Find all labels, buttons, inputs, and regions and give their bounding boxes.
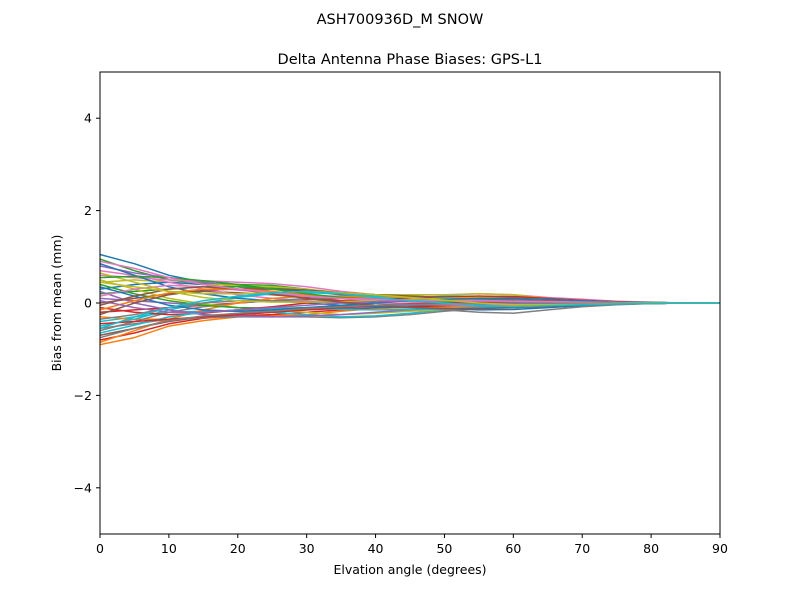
y-tick-label: 2 [84,203,92,218]
x-tick-label: 20 [230,541,246,556]
x-tick-label: 50 [436,541,452,556]
y-tick-label: 4 [84,111,92,126]
x-tick-label: 10 [161,541,177,556]
x-axis-label: Elvation angle (degrees) [333,562,486,577]
x-axis: 0 10 20 30 40 50 60 70 80 90 [96,534,728,556]
y-axis-label: Bias from mean (mm) [49,235,64,372]
figure-suptitle: ASH700936D_M SNOW [317,12,484,28]
x-tick-label: 0 [96,541,104,556]
x-tick-label: 70 [574,541,590,556]
y-tick-label: −2 [74,388,92,403]
x-tick-label: 80 [643,541,659,556]
y-tick-label: −4 [74,480,92,495]
chart-title: Delta Antenna Phase Biases: GPS-L1 [278,52,543,68]
y-tick-label: 0 [84,296,92,311]
x-tick-label: 30 [299,541,315,556]
x-tick-label: 60 [505,541,521,556]
x-tick-label: 90 [712,541,728,556]
series-layer [100,253,720,346]
x-tick-label: 40 [368,541,384,556]
y-axis: −4 −2 0 2 4 [74,111,100,495]
series-line-40 [100,290,720,330]
